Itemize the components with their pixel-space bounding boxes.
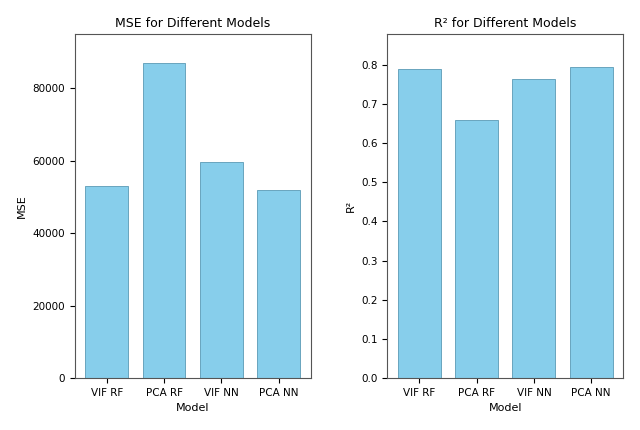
X-axis label: Model: Model [176,403,209,413]
Bar [200,162,243,378]
Bar [513,79,556,378]
Y-axis label: MSE: MSE [17,194,27,218]
Bar [455,120,498,378]
Bar [143,63,186,378]
Title: MSE for Different Models: MSE for Different Models [115,17,270,30]
Y-axis label: R²: R² [346,200,355,212]
Bar [257,190,300,378]
Bar [570,67,612,378]
Bar [398,69,441,378]
Title: R² for Different Models: R² for Different Models [434,17,577,30]
X-axis label: Model: Model [488,403,522,413]
Bar [85,186,128,378]
